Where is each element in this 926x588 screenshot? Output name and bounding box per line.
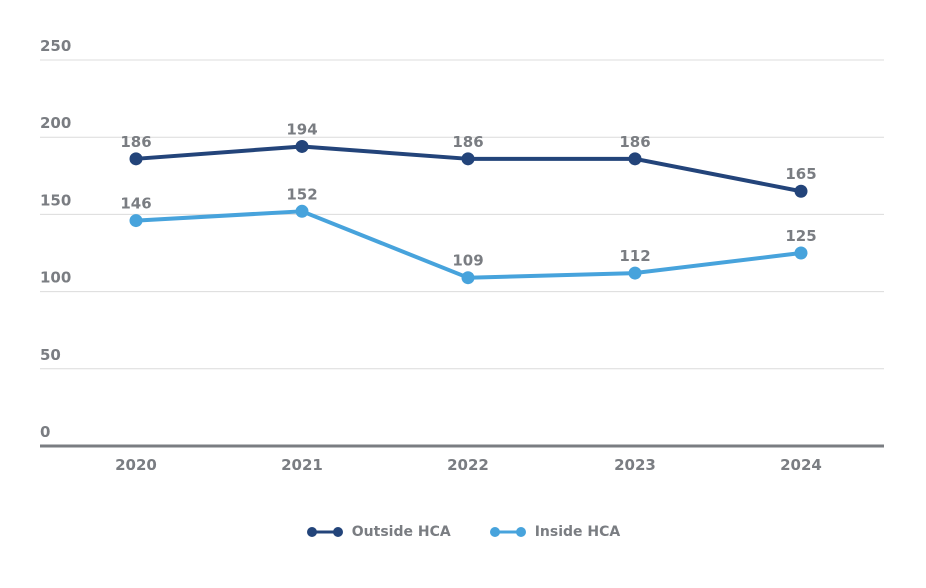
data-label: 152 <box>286 185 317 203</box>
data-labels: 186 194 186 186 165 146 152 109 112 125 <box>120 120 816 269</box>
series-group <box>129 139 808 285</box>
data-point <box>628 266 642 280</box>
data-point <box>295 204 309 218</box>
data-label: 194 <box>286 120 317 138</box>
legend-line-marker-icon <box>489 527 526 537</box>
data-point <box>295 139 309 153</box>
line-chart: 0 50 100 150 200 250 2020 2021 2022 2023 2024 186… <box>40 37 884 474</box>
data-label: 109 <box>452 252 483 270</box>
x-tick-label: 2020 <box>115 456 157 474</box>
data-label: 146 <box>120 195 151 213</box>
y-axis-ticks: 0 50 100 150 200 250 <box>40 37 71 441</box>
data-point <box>794 184 808 198</box>
x-tick-label: 2022 <box>447 456 489 474</box>
legend-item: Inside HCA <box>489 524 621 540</box>
data-label: 125 <box>785 227 816 245</box>
legend-label: Outside HCA <box>351 524 451 540</box>
y-tick-label: 50 <box>40 346 61 364</box>
data-point <box>129 152 143 166</box>
data-label: 186 <box>120 133 151 151</box>
data-label: 112 <box>619 247 650 265</box>
legend: Outside HCA Inside HCA <box>0 524 926 540</box>
data-point <box>129 214 143 228</box>
x-tick-label: 2023 <box>614 456 656 474</box>
x-tick-label: 2021 <box>281 456 323 474</box>
data-point <box>461 152 475 166</box>
x-axis-ticks: 2020 2021 2022 2023 2024 <box>115 456 822 474</box>
legend-label: Inside HCA <box>534 524 621 540</box>
y-tick-label: 200 <box>40 114 71 132</box>
data-label: 186 <box>452 133 483 151</box>
y-tick-label: 100 <box>40 269 71 287</box>
x-tick-label: 2024 <box>780 456 822 474</box>
legend-line-marker-icon <box>306 527 343 537</box>
y-tick-label: 250 <box>40 37 71 55</box>
data-point <box>461 271 475 285</box>
y-tick-label: 150 <box>40 191 71 209</box>
data-point <box>628 152 642 166</box>
data-label: 165 <box>785 165 816 183</box>
gridlines <box>40 59 884 370</box>
data-label: 186 <box>619 133 650 151</box>
y-tick-label: 0 <box>40 423 50 441</box>
data-point <box>794 246 808 260</box>
legend-item: Outside HCA <box>306 524 451 540</box>
